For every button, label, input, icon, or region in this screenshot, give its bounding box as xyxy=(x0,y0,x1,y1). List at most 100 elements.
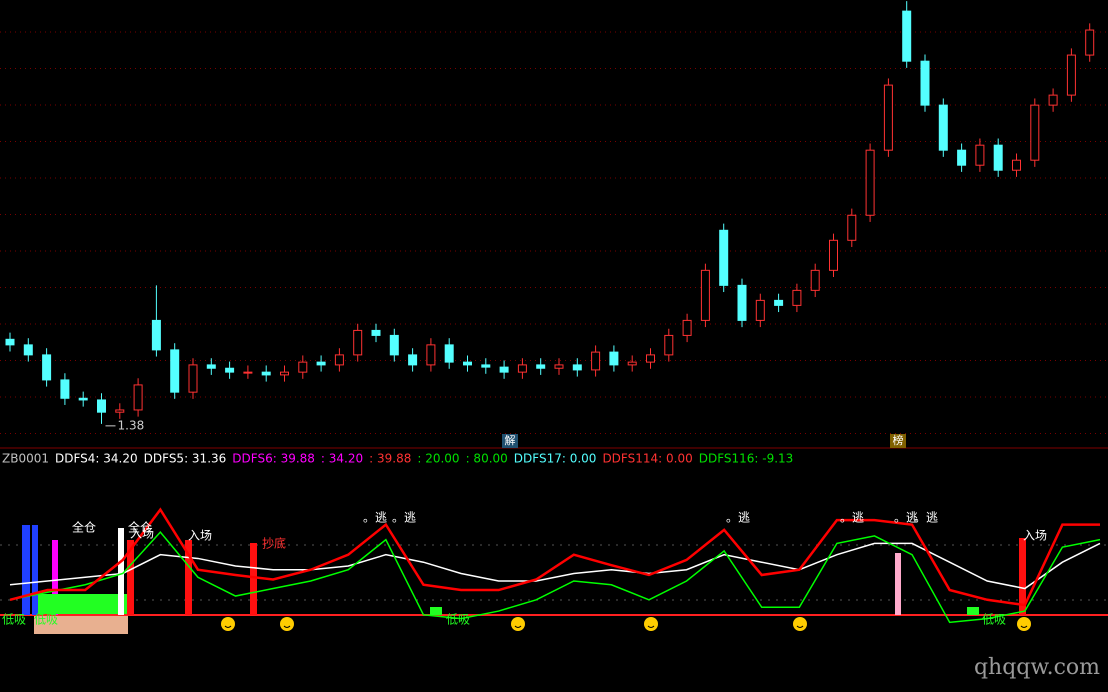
smiley-mouth xyxy=(283,625,291,628)
low-label: 1.38 xyxy=(118,418,145,432)
signal-label: 全仓 xyxy=(128,520,152,535)
candle-body xyxy=(243,371,253,374)
candle-body xyxy=(408,354,418,366)
legend-entry: DDFS6: 39.88 xyxy=(232,452,315,466)
candle-body xyxy=(957,149,967,166)
signal-bar xyxy=(22,525,30,615)
legend-entry: : 80.00 xyxy=(466,452,508,466)
candle-body xyxy=(1066,54,1076,96)
candle-body xyxy=(115,409,125,413)
signal-block xyxy=(38,594,128,614)
candle-body xyxy=(975,144,985,166)
candle-body xyxy=(609,351,619,366)
candle-body xyxy=(353,329,363,356)
signal-label: 入场 xyxy=(1023,529,1047,543)
candle-body xyxy=(463,361,472,366)
candle-body xyxy=(993,144,1003,171)
candle-body xyxy=(920,60,930,106)
candle-body xyxy=(316,361,326,366)
candle-body xyxy=(829,239,838,271)
legend-entry: : 34.20 xyxy=(321,452,363,466)
candle-body xyxy=(225,367,235,373)
smiley xyxy=(1017,617,1031,631)
candle-body xyxy=(627,361,637,366)
signal-label: 。逃 xyxy=(840,511,864,525)
candle-body xyxy=(389,334,399,356)
indicator-line xyxy=(9,507,1100,607)
candle-body xyxy=(444,344,454,363)
candle-body xyxy=(591,351,601,371)
legend-entry: DDFS4: 34.20 xyxy=(55,452,138,466)
candle-body xyxy=(97,399,106,413)
candle-body xyxy=(646,354,655,363)
smiley-mouth xyxy=(796,625,804,628)
candle-body xyxy=(371,329,381,336)
candle-body xyxy=(792,289,802,306)
candle-body xyxy=(151,319,161,351)
signal-label: 。逃 xyxy=(726,511,750,525)
candle-body xyxy=(1012,159,1021,171)
candle-body xyxy=(60,379,70,399)
indicator-lines xyxy=(9,507,1101,624)
legend-entry: DDFS116: -9.13 xyxy=(699,452,794,466)
signal-bar xyxy=(127,540,134,615)
smileys xyxy=(221,617,1031,631)
candles xyxy=(5,1,1095,424)
candle-body xyxy=(810,269,820,291)
legend-entry: DDFS5: 31.36 xyxy=(144,452,227,466)
candle-body xyxy=(78,397,88,401)
candle-body xyxy=(572,364,582,371)
signal-label: 。逃 xyxy=(363,511,387,525)
candle-body xyxy=(865,149,875,216)
indicator-line xyxy=(9,530,1101,624)
smiley-mouth xyxy=(224,625,232,628)
smiley-mouth xyxy=(514,625,522,628)
signal-label: 低吸 xyxy=(2,613,26,627)
smiley xyxy=(644,617,658,631)
candle-body xyxy=(682,319,692,336)
candle-body xyxy=(774,299,784,306)
smiley xyxy=(221,617,235,631)
candle-body xyxy=(847,214,857,241)
signal-bar xyxy=(32,525,38,615)
signal-label: 入场 xyxy=(130,527,154,541)
watermark: qhqqw.com xyxy=(974,655,1100,680)
signal-bar xyxy=(52,540,58,615)
signal-block xyxy=(430,607,442,615)
signal-label: 全仓 xyxy=(72,520,96,535)
signal-label: 入场 xyxy=(188,529,212,543)
candle-body xyxy=(499,366,509,373)
annotation: 榜 xyxy=(893,433,904,447)
candle-body xyxy=(23,344,33,356)
candle-body xyxy=(1085,29,1095,56)
candle-body xyxy=(481,364,491,368)
smiley-mouth xyxy=(647,625,655,628)
candle-body xyxy=(664,334,674,356)
signal-block xyxy=(34,616,128,634)
candle-body xyxy=(517,364,527,373)
signal-label: 低吸 xyxy=(982,613,1006,627)
smiley xyxy=(793,617,807,631)
candle-body xyxy=(536,364,546,369)
candle-body xyxy=(737,284,747,321)
smiley-mouth xyxy=(1020,625,1028,628)
candle-body xyxy=(206,364,216,369)
signal-bar xyxy=(185,540,192,615)
signal-bar xyxy=(118,528,124,615)
labels: 1.38 解 榜 ZB0001 DDFS4: 34.20 DDFS5: 31.36 DDFS… xyxy=(2,418,1047,626)
candle-body xyxy=(700,269,710,321)
signal-label: 。逃 xyxy=(914,511,938,525)
candle-body xyxy=(170,349,180,393)
candle-body xyxy=(883,84,893,151)
candle-body xyxy=(902,10,912,62)
candle-body xyxy=(1030,104,1040,161)
legend-entry: DDFS17: 0.00 xyxy=(514,452,597,466)
smiley xyxy=(511,617,525,631)
candle-body xyxy=(1048,94,1058,106)
signal-label: 抄底 xyxy=(262,536,286,551)
legend-entry: : 20.00 xyxy=(417,452,459,466)
signal-bar xyxy=(895,553,901,615)
